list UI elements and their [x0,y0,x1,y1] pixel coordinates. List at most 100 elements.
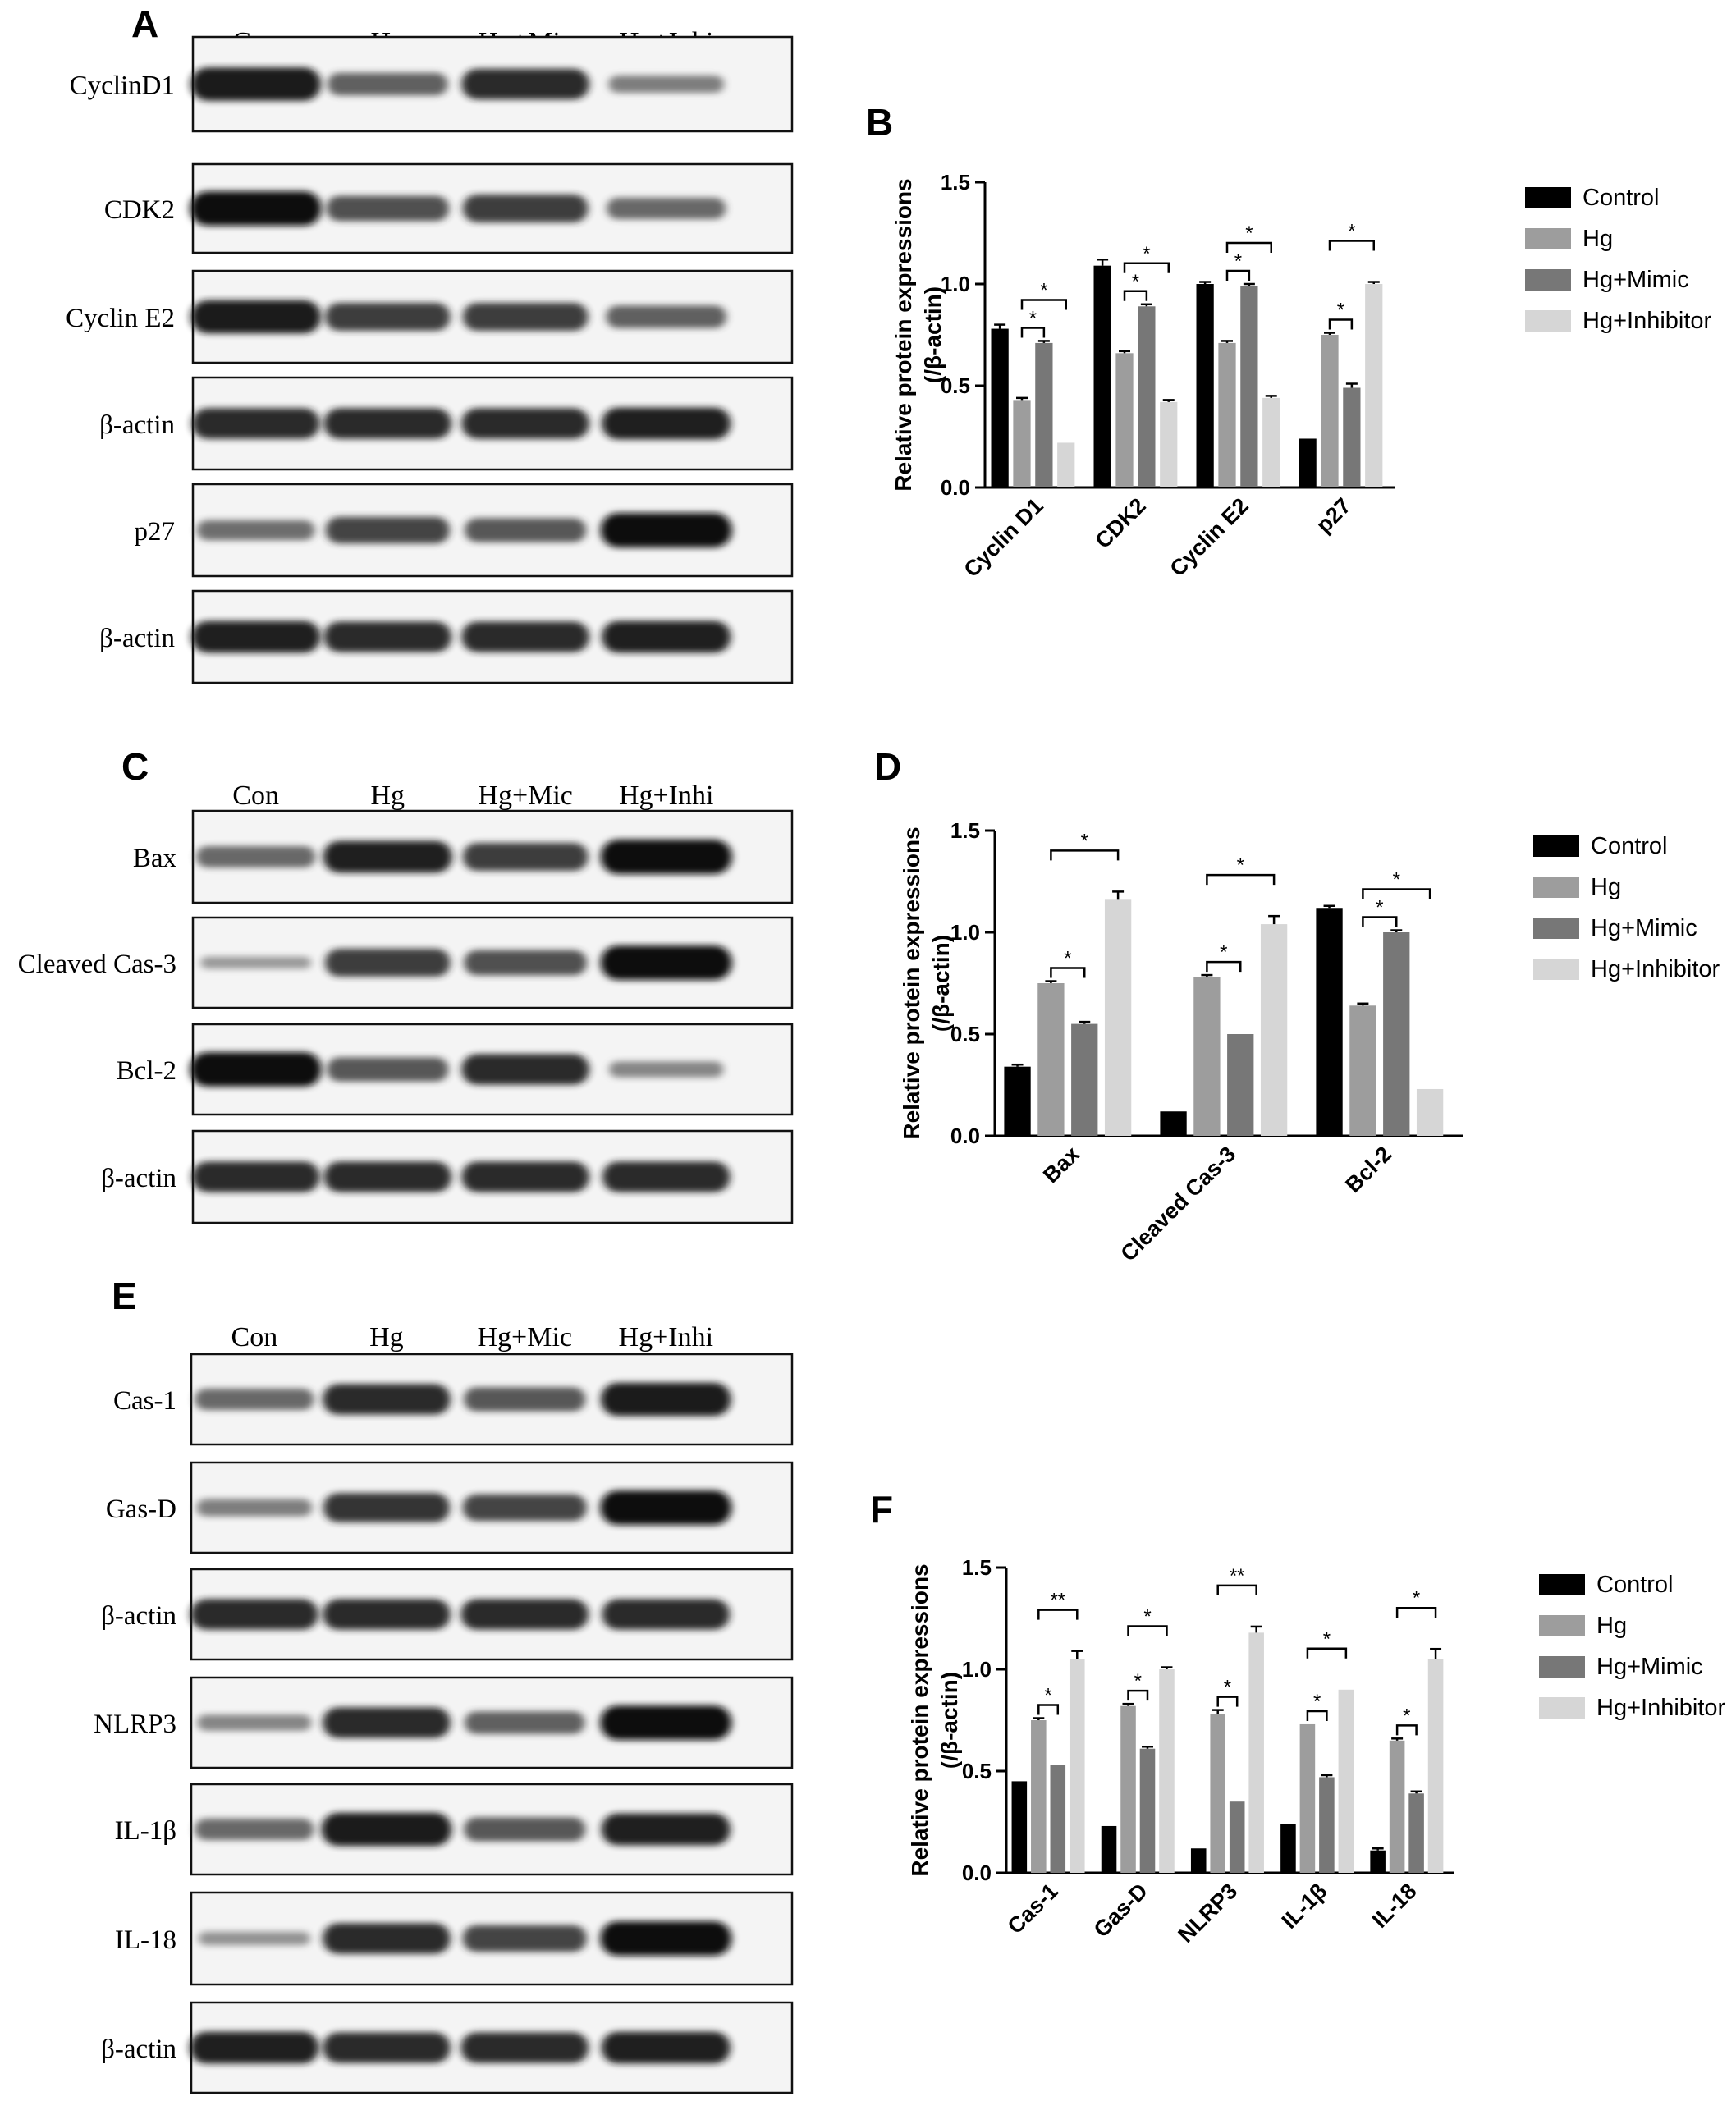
band [461,1054,589,1085]
blot-label: IL-18 [115,1925,176,1955]
significance-bracket [1306,1710,1328,1721]
band [602,407,731,440]
bar-hg-mimic-cyclin-d1 [1035,342,1053,487]
bar-hg-il-18 [1389,1740,1405,1873]
bar-hg-inhibitor-il-1beta [1338,1689,1354,1873]
bar-hg-mimic-bcl-2 [1383,932,1410,1136]
significance-label: * [1348,221,1355,243]
lane-label-hg: Hg [369,1322,404,1353]
blot-row-il-18: IL-18 [115,1891,794,1986]
legend: Control Hg Hg+Mimic Hg+Inhibitor [1539,1572,1726,1721]
legend-label-hg-mimic: Hg+Mimic [1583,267,1689,293]
blot-label: Bcl-2 [117,1056,176,1086]
significance-label: * [1237,854,1244,877]
bar-hg-inhibitor-cdk2 [1160,401,1178,487]
significance-label: * [1029,307,1037,329]
lane-label-hg-inhi: Hg+Inhi [619,780,714,811]
blot-label: β-actin [101,2035,176,2064]
band [600,1705,732,1740]
band [196,1499,313,1517]
band [190,2031,319,2064]
band [323,1707,451,1738]
band [190,191,322,226]
blot-label: Gas-D [106,1495,176,1524]
band [200,956,311,969]
legend-swatch-hg [1533,877,1579,898]
y-tick-label: 0.5 [950,1022,980,1046]
significance-label: * [1376,897,1383,919]
significance-label: * [1413,1587,1420,1609]
significance-bracket [1050,967,1086,978]
band [190,67,321,101]
bar-hg-mimic-il-18 [1408,1793,1424,1873]
bar-hg-inhibitor-bax [1104,899,1132,1136]
legend-swatch-hg-mimic [1539,1656,1585,1678]
significance-label: * [1081,830,1088,852]
significance-bracket [1395,1606,1437,1618]
bar-control-bcl-2 [1316,908,1343,1136]
bar-hg-inhibitor-cyclin-d1 [1057,442,1075,487]
legend-swatch-hg-mimic [1533,918,1579,939]
bar-hg-inhibitor-cas-1 [1069,1659,1085,1873]
band [191,408,320,439]
y-tick-label: 1.5 [962,1555,992,1580]
legend-label-hg-inhibitor: Hg+Inhibitor [1591,956,1720,982]
blot-row-beta-actin: β-actin [101,1568,794,1661]
y-axis-label: Relative protein expressions (/β-actin) [899,826,954,1139]
band [323,621,451,652]
band [460,1599,589,1630]
panel-c-blots: C Con Hg Hg+Mic Hg+Inhi Bax Cleaved Cas-3 Bcl-2… [18,745,794,1224]
blot-row-p27: p27 [135,483,794,578]
bar-hg-cyclin-d1 [1013,400,1031,487]
band [196,846,316,867]
significance-bracket [1306,1647,1348,1659]
bar-hg-mimic-cas-1 [1050,1765,1066,1873]
legend: Control Hg Hg+Mimic Hg+Inhibitor [1525,185,1712,334]
bar-hg-mimic-cyclin-e2 [1240,286,1258,487]
bar-hg-mimic-p27 [1343,387,1361,487]
significance-bracket [1216,1696,1239,1707]
band [191,620,321,653]
y-tick-label: 1.0 [962,1657,992,1682]
legend-swatch-control [1533,835,1579,857]
band [461,68,589,100]
band [462,1494,587,1522]
band [602,1161,731,1192]
significance-bracket [1328,318,1354,330]
band [461,1161,589,1192]
legend-label-hg: Hg [1596,1613,1627,1639]
blot-label: β-actin [101,1601,176,1631]
bar-hg-mimic-il-1beta [1319,1777,1335,1873]
y-axis-label: Relative protein expressions (/β-actin) [891,178,946,491]
band [462,843,589,871]
bar-hg-p27 [1321,335,1339,487]
band [190,300,321,334]
significance-bracket [1123,262,1170,273]
lane-label-hg-mic: Hg+Mic [478,780,573,811]
western-blot-panels: A Con Hg Hg+Mic Hg+Inhi CyclinD1 CDK2 Cyclin E2… [18,2,794,2094]
blot-row-gas-d: Gas-D [106,1461,794,1554]
bar-hg-gas-d [1120,1705,1136,1873]
blot-label: NLRP3 [94,1710,176,1739]
significance-bracket [1206,960,1242,973]
lane-label-hg-mic: Hg+Mic [478,1322,573,1353]
y-axis-label: Relative protein expressions (/β-actin) [907,1563,962,1876]
significance-label: * [1064,948,1071,970]
blot-label: Cleaved Cas-3 [18,950,176,979]
legend-label-hg-mimic: Hg+Mimic [1596,1654,1703,1680]
bar-hg-mimic-cleaved-cas-3 [1227,1034,1254,1136]
x-tick-label-gas-d: Gas-D [1089,1879,1152,1942]
blot-label: Cas-1 [113,1386,176,1416]
lane-label-con: Con [231,1322,278,1353]
blot-row-cdk2: CDK2 [104,162,794,254]
legend-swatch-control [1525,187,1571,208]
legend-swatch-hg-inhibitor [1533,959,1579,980]
blot-label: CyclinD1 [70,71,175,101]
blot-row-beta-actin: β-actin [101,2001,794,2094]
significance-label: * [1245,222,1253,245]
band [461,408,589,439]
band [461,621,589,652]
